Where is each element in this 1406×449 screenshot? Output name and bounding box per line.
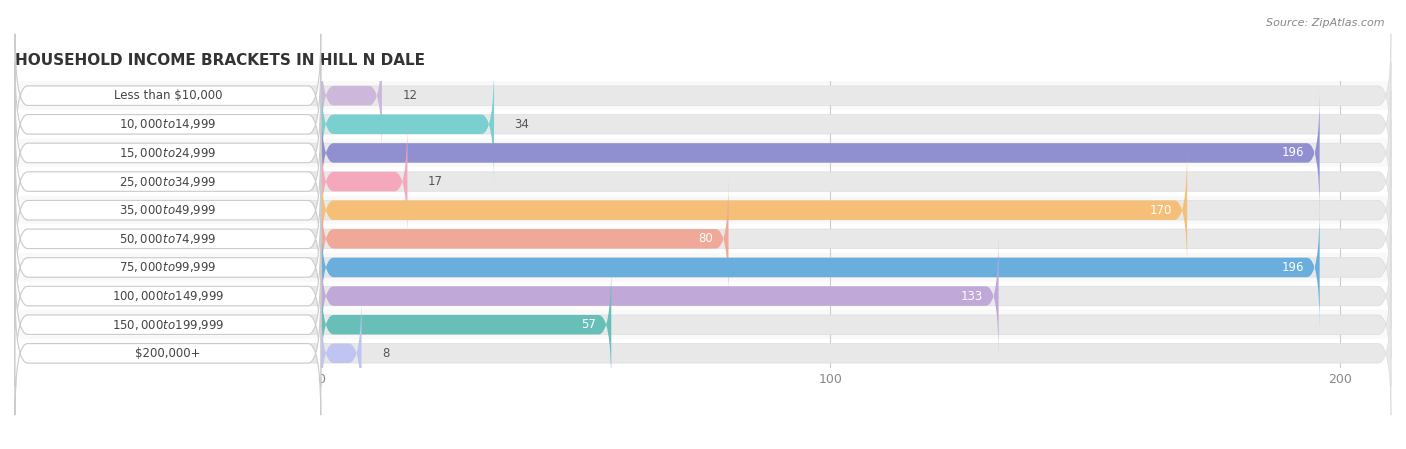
Bar	[15, 81, 1391, 110]
Bar	[15, 110, 1391, 139]
FancyBboxPatch shape	[321, 91, 1320, 215]
Bar	[15, 310, 1391, 339]
FancyBboxPatch shape	[15, 291, 1391, 415]
FancyBboxPatch shape	[321, 120, 408, 243]
Text: $15,000 to $24,999: $15,000 to $24,999	[120, 146, 217, 160]
FancyBboxPatch shape	[15, 62, 321, 186]
Bar	[15, 224, 1391, 253]
Text: Source: ZipAtlas.com: Source: ZipAtlas.com	[1267, 18, 1385, 28]
FancyBboxPatch shape	[15, 91, 1391, 215]
FancyBboxPatch shape	[321, 148, 1187, 272]
FancyBboxPatch shape	[15, 34, 321, 158]
Text: 196: 196	[1282, 146, 1305, 159]
FancyBboxPatch shape	[15, 91, 321, 215]
Bar	[15, 339, 1391, 368]
FancyBboxPatch shape	[15, 120, 321, 243]
Text: $25,000 to $34,999: $25,000 to $34,999	[120, 175, 217, 189]
Text: $75,000 to $99,999: $75,000 to $99,999	[120, 260, 217, 274]
FancyBboxPatch shape	[15, 263, 321, 387]
Bar	[15, 282, 1391, 310]
Bar	[15, 139, 1391, 167]
Text: $100,000 to $149,999: $100,000 to $149,999	[111, 289, 224, 303]
FancyBboxPatch shape	[321, 234, 998, 358]
FancyBboxPatch shape	[15, 120, 1391, 243]
Text: $150,000 to $199,999: $150,000 to $199,999	[111, 318, 224, 332]
FancyBboxPatch shape	[15, 148, 321, 272]
FancyBboxPatch shape	[15, 263, 1391, 387]
FancyBboxPatch shape	[321, 62, 494, 186]
FancyBboxPatch shape	[15, 34, 1391, 158]
FancyBboxPatch shape	[15, 234, 1391, 358]
Bar	[15, 167, 1391, 196]
Text: 57: 57	[581, 318, 596, 331]
FancyBboxPatch shape	[15, 62, 1391, 186]
Text: Less than $10,000: Less than $10,000	[114, 89, 222, 102]
Text: 170: 170	[1150, 204, 1171, 217]
Text: 196: 196	[1282, 261, 1305, 274]
Text: 17: 17	[427, 175, 443, 188]
FancyBboxPatch shape	[321, 177, 728, 301]
FancyBboxPatch shape	[15, 234, 321, 358]
Text: $35,000 to $49,999: $35,000 to $49,999	[120, 203, 217, 217]
FancyBboxPatch shape	[15, 177, 321, 301]
FancyBboxPatch shape	[321, 291, 361, 415]
Text: 34: 34	[515, 118, 529, 131]
Bar	[15, 196, 1391, 224]
FancyBboxPatch shape	[321, 34, 382, 158]
Text: 8: 8	[382, 347, 389, 360]
Text: 80: 80	[699, 232, 713, 245]
FancyBboxPatch shape	[15, 206, 1391, 329]
Text: $200,000+: $200,000+	[135, 347, 201, 360]
FancyBboxPatch shape	[321, 206, 1320, 329]
Text: $10,000 to $14,999: $10,000 to $14,999	[120, 117, 217, 131]
FancyBboxPatch shape	[15, 177, 1391, 301]
FancyBboxPatch shape	[15, 206, 321, 329]
Text: HOUSEHOLD INCOME BRACKETS IN HILL N DALE: HOUSEHOLD INCOME BRACKETS IN HILL N DALE	[15, 53, 425, 68]
Text: 133: 133	[962, 290, 983, 303]
Text: $50,000 to $74,999: $50,000 to $74,999	[120, 232, 217, 246]
FancyBboxPatch shape	[15, 148, 1391, 272]
Text: 12: 12	[402, 89, 418, 102]
FancyBboxPatch shape	[321, 263, 612, 387]
Bar	[15, 253, 1391, 282]
FancyBboxPatch shape	[15, 291, 321, 415]
